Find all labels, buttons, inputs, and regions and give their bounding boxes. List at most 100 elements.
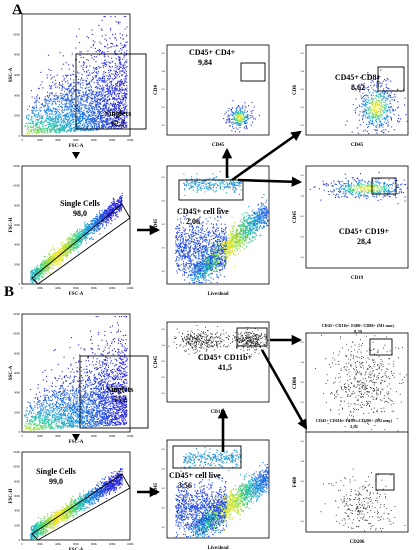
y-axis-label: CD45 bbox=[154, 482, 159, 495]
y-tick-label: 800K bbox=[14, 352, 20, 355]
y-tick-label: 105 bbox=[161, 448, 165, 451]
y-tick-label: 101 bbox=[300, 256, 304, 259]
x-tick-label: 0 bbox=[21, 139, 23, 142]
plot-a3: 101 102 103 104 105 CD45 CD4 CD45+ CD4+ 9,84 bbox=[154, 44, 270, 148]
y-tick-label: 400K bbox=[14, 244, 20, 247]
y-tick-label: 1200K bbox=[13, 451, 20, 454]
y-tick-label: 102 bbox=[161, 247, 165, 250]
y-axis-label: CD8 bbox=[293, 85, 298, 95]
gate bbox=[31, 203, 131, 285]
y-tick-label: 102 bbox=[161, 507, 165, 510]
plot-frame bbox=[166, 321, 270, 403]
y-tick-label: 101 bbox=[161, 124, 165, 127]
y-tick-label: 200K bbox=[14, 411, 20, 414]
gate-percentage: 62,7 bbox=[111, 119, 125, 128]
y-tick-label: 105 bbox=[161, 328, 165, 331]
x-axis-label: CD11b bbox=[211, 410, 226, 415]
y-tick-label: 103 bbox=[161, 487, 165, 490]
y-tick-label: 0 bbox=[19, 539, 21, 542]
x-tick-label: 600K bbox=[73, 287, 79, 290]
y-tick-label: 1200K bbox=[13, 13, 20, 16]
y-tick-label: 800K bbox=[14, 204, 20, 207]
y-tick-label: 1200K bbox=[13, 313, 20, 316]
gate-name: Single Cells bbox=[36, 467, 76, 476]
x-axis-label: FSC-A bbox=[69, 548, 84, 550]
y-tick-label: 105 bbox=[161, 176, 165, 179]
gate-percentage: 55,2 bbox=[113, 395, 127, 404]
y-tick-label: 101 bbox=[161, 392, 165, 395]
y-tick-label: 105 bbox=[300, 52, 304, 55]
event-points bbox=[175, 447, 270, 538]
x-tick-label: 0 bbox=[21, 287, 23, 290]
y-tick-label: 102 bbox=[300, 401, 304, 404]
x-tick-label: 400K bbox=[55, 435, 61, 438]
y-tick-label: 102 bbox=[161, 376, 165, 379]
gate bbox=[371, 177, 397, 195]
gate-percentage: 41,5 bbox=[218, 363, 232, 372]
gate bbox=[375, 473, 395, 491]
y-tick-label: 103 bbox=[300, 381, 304, 384]
y-tick-label: 104 bbox=[161, 344, 165, 347]
y-tick-label: 0 bbox=[19, 283, 21, 286]
plot-frame bbox=[21, 165, 131, 285]
gate bbox=[369, 338, 393, 356]
y-axis-label: F480 bbox=[293, 476, 298, 487]
plot-b5: 101 102 103 104 105 Live/dead CD45 CD45+ cell l… bbox=[154, 439, 270, 550]
y-tick-label: 103 bbox=[161, 88, 165, 91]
y-tick-label: 102 bbox=[300, 235, 304, 238]
y-tick-label: 200K bbox=[14, 263, 20, 266]
x-tick-label: 800K bbox=[91, 287, 97, 290]
y-axis-label: CD45 bbox=[293, 210, 298, 223]
y-tick-label: 400K bbox=[14, 392, 20, 395]
y-tick-label: 104 bbox=[161, 199, 165, 202]
y-tick-label: 102 bbox=[300, 500, 304, 503]
y-tick-label: 200K bbox=[14, 115, 20, 118]
x-tick-label: 1000K bbox=[108, 543, 115, 546]
y-tick-label: 600K bbox=[14, 224, 20, 227]
y-tick-label: 104 bbox=[300, 361, 304, 364]
plot-frame bbox=[305, 165, 409, 269]
y-tick-label: 400K bbox=[14, 510, 20, 513]
x-tick-label: 1200K bbox=[126, 287, 133, 290]
y-tick-label: 103 bbox=[300, 88, 304, 91]
y-tick-label: 103 bbox=[300, 480, 304, 483]
event-points bbox=[24, 316, 128, 431]
gate bbox=[236, 327, 268, 347]
x-axis-label: CD19 bbox=[351, 276, 364, 281]
plot-a1: 0 200K 400K 600K 800K 1000K 1200K 0 200K 400K 600K… bbox=[9, 13, 147, 149]
y-tick-label: 104 bbox=[161, 70, 165, 73]
plot-frame bbox=[305, 431, 409, 533]
gate bbox=[31, 473, 131, 541]
gate-percentage: 8,29 bbox=[354, 329, 362, 334]
gate-percentage: 8,62 bbox=[351, 83, 365, 92]
y-tick-label: 1200K bbox=[13, 165, 20, 168]
gate-name: CD45+ cell live bbox=[169, 471, 221, 480]
gate-percentage: 2,06 bbox=[186, 217, 200, 226]
event-points bbox=[223, 100, 260, 133]
plot-a4: 101 102 103 104 105 CD45 CD8 CD45+ CD8+ 8,62 bbox=[293, 44, 409, 148]
y-tick-label: 600K bbox=[14, 495, 20, 498]
y-tick-label: 200K bbox=[14, 524, 20, 527]
down-arrow bbox=[72, 152, 80, 159]
gate bbox=[75, 53, 147, 130]
y-axis-label: CD45 bbox=[154, 218, 159, 231]
y-tick-label: 101 bbox=[300, 520, 304, 523]
x-tick-label: 200K bbox=[37, 287, 43, 290]
x-axis-label: FSC-A bbox=[69, 292, 84, 297]
gate-percentage: 3,56 bbox=[178, 481, 192, 490]
x-tick-label: 1000K bbox=[108, 139, 115, 142]
gate-name: CD45+ CD4+ bbox=[189, 48, 236, 57]
plot-b6: 101 102 103 104 105 CD206 F480 CD45+ CD11b+ F4/… bbox=[293, 418, 409, 545]
y-tick-label: 101 bbox=[161, 270, 165, 273]
y-tick-label: 1000K bbox=[13, 33, 20, 36]
gate-name: CD45+ CD19+ bbox=[339, 227, 390, 236]
gate bbox=[172, 445, 242, 469]
y-tick-label: 104 bbox=[300, 70, 304, 73]
x-axis-label: CD206 bbox=[350, 540, 365, 545]
gate bbox=[240, 62, 266, 82]
y-axis-label: FSC-H bbox=[9, 217, 14, 232]
x-tick-label: 200K bbox=[37, 139, 43, 142]
x-axis-label: CD45 bbox=[351, 143, 364, 148]
plot-b3: 101 102 103 104 105 CD11b CD45 CD45+ CD11b+ 41,5 bbox=[154, 321, 270, 415]
